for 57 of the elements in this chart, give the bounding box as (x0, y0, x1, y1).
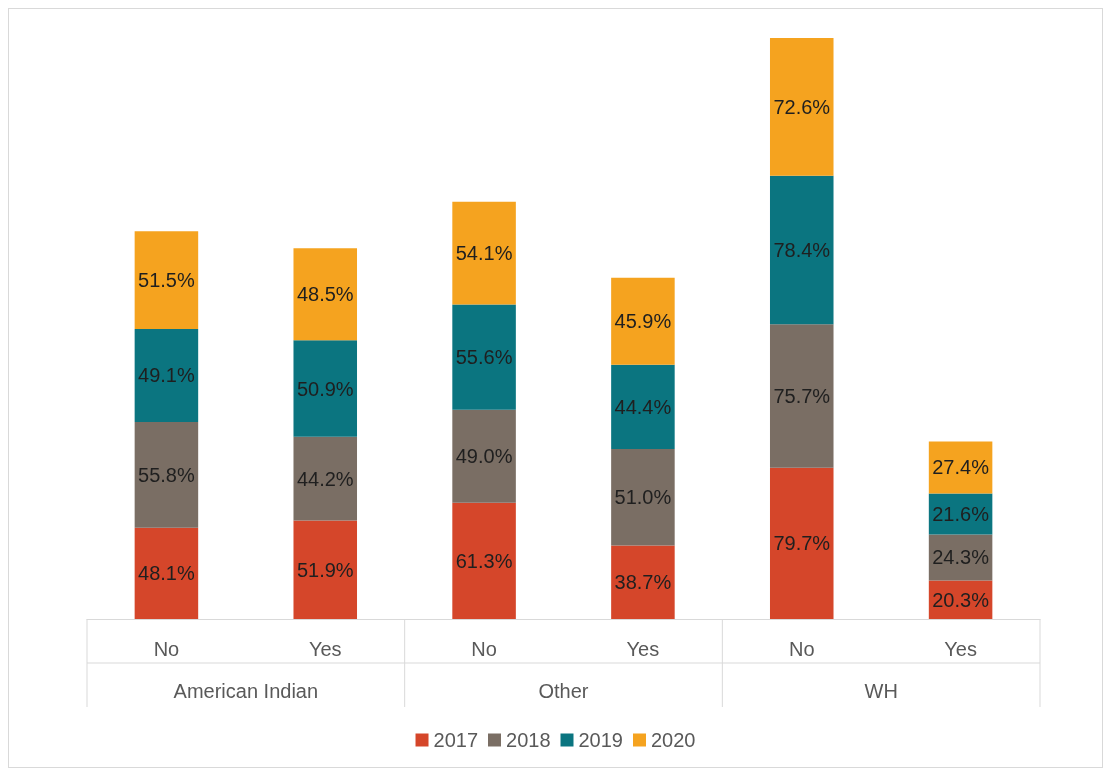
x-tick-label: Yes (626, 638, 660, 660)
data-label: 78.4% (773, 239, 831, 261)
bar (769, 175, 834, 325)
data-label: 51.9% (296, 558, 354, 581)
data-label: 44.4% (614, 395, 672, 418)
x-tick-label: Yes (308, 638, 342, 660)
data-label: 51.5% (138, 269, 195, 292)
data-label: 38.7% (614, 571, 672, 594)
legend-label: 2020 (650, 729, 696, 751)
bar (452, 409, 516, 503)
x-tick-label: No (153, 638, 180, 660)
bar (769, 38, 834, 176)
data-label: 45.9% (614, 310, 672, 333)
bar (134, 328, 199, 422)
data-label: 72.6% (773, 95, 831, 118)
data-label: 75.7% (773, 385, 831, 408)
legend-label: 2017 (433, 729, 479, 751)
data-label: 49.1% (138, 364, 195, 387)
text: Other (538, 680, 589, 702)
bar (611, 364, 675, 449)
data-label: 24.3% (932, 546, 990, 569)
data-label: 27.4% (932, 456, 990, 479)
x-tick-label: No (788, 638, 815, 660)
data-label: 55.8% (138, 463, 195, 486)
data-label: 48.1% (138, 562, 195, 585)
bar (452, 502, 516, 619)
data-label: 55.6% (455, 346, 513, 369)
bar (134, 231, 199, 329)
bar (769, 467, 834, 619)
data-label: 21.6% (932, 502, 990, 525)
bar (452, 201, 516, 305)
x-tick-label: Yes (944, 638, 977, 660)
bar (611, 545, 675, 619)
data-label: 61.3% (455, 549, 513, 572)
data-label: 44.2% (296, 467, 354, 490)
bar (293, 436, 358, 521)
bar (611, 448, 675, 546)
bar (769, 324, 834, 468)
data-label: 48.5% (296, 283, 354, 306)
data-label: 49.0% (455, 445, 513, 468)
bar (134, 421, 199, 528)
x-tick-label: No (471, 638, 497, 660)
bar (293, 340, 358, 437)
data-label: 79.7% (773, 532, 831, 555)
bar (611, 277, 675, 365)
bar (134, 527, 199, 619)
data-label: 20.3% (932, 588, 990, 611)
text: American Indian (173, 680, 319, 702)
legend-label: 2019 (578, 729, 623, 751)
legend-label: 2018 (506, 729, 551, 751)
data-label: 51.0% (614, 486, 672, 509)
data-label: 54.1% (455, 242, 513, 265)
bar (293, 248, 358, 341)
bar (293, 520, 358, 619)
bar (452, 304, 516, 410)
data-label: 50.9% (296, 377, 354, 400)
text: WH (864, 680, 898, 702)
